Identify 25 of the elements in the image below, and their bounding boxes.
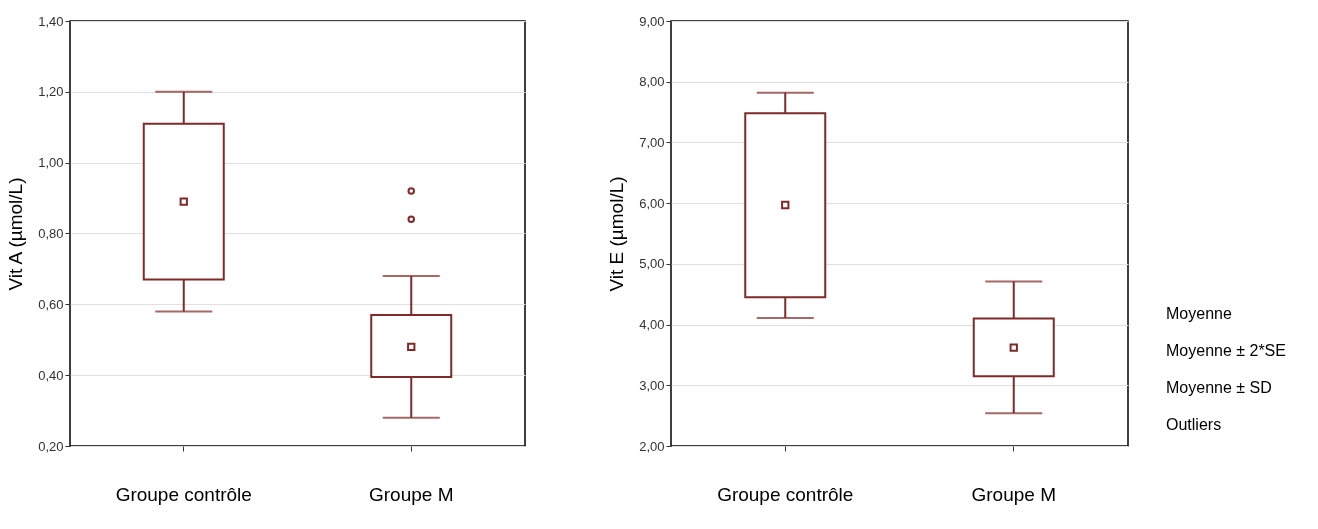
text: Moyenne ± 2*SE <box>1166 342 1286 360</box>
y-tick-label: 6,00 <box>639 195 665 211</box>
x-tick-label: Groupe contrôle <box>115 483 252 505</box>
y-tick-label: 5,00 <box>639 256 665 272</box>
y-tick-label: 1,40 <box>38 13 64 29</box>
y-tick-label: 9,00 <box>639 13 665 29</box>
text: Moyenne ± SD <box>1166 379 1272 397</box>
x-tick-label: Groupe contrôle <box>717 483 854 505</box>
y-tick-label: 8,00 <box>639 74 665 90</box>
y-axis-title: Vit E (µmol/L) <box>606 176 628 292</box>
y-tick-label: 2,00 <box>639 438 665 454</box>
y-tick-label: 1,20 <box>38 84 64 100</box>
x-tick-label: Groupe M <box>369 483 454 505</box>
y-tick-label: 0,60 <box>38 296 64 312</box>
y-tick-label: 0,20 <box>38 438 64 454</box>
x-tick-label: Groupe M <box>971 483 1056 505</box>
y-axis-title: Vit A (µmol/L) <box>5 177 27 291</box>
text: Moyenne <box>1166 305 1232 323</box>
y-tick-label: 4,00 <box>639 317 665 333</box>
y-tick-label: 1,00 <box>38 155 64 171</box>
text: Outliers <box>1166 416 1222 434</box>
y-tick-label: 0,40 <box>38 367 64 383</box>
y-tick-label: 7,00 <box>639 134 665 150</box>
y-tick-label: 3,00 <box>639 377 665 393</box>
y-tick-label: 0,80 <box>38 226 64 241</box>
